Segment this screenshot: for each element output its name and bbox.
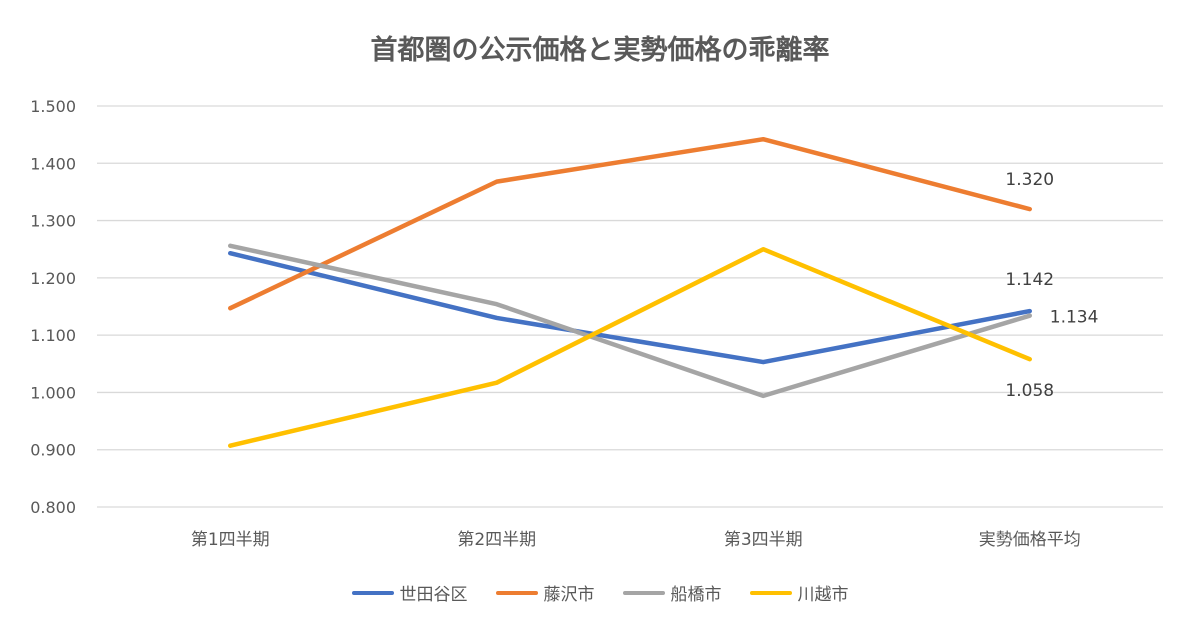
legend-swatch: [622, 590, 665, 595]
legend-label: 川越市: [797, 585, 849, 605]
data-label: 1.142: [1005, 270, 1054, 290]
legend: 世田谷区 藤沢市 船橋市 川越市: [0, 580, 1200, 605]
legend-label: 世田谷区: [399, 585, 468, 605]
legend-item: 世田谷区: [351, 580, 468, 605]
legend-item: 藤沢市: [495, 580, 595, 605]
legend-swatch: [351, 590, 394, 595]
series-line-川越市: [228, 246, 1032, 448]
y-tick-label: 0.800: [30, 498, 76, 517]
data-label: 1.058: [1005, 381, 1054, 401]
series-line-船橋市: [228, 243, 1032, 399]
y-tick-label: 1.000: [30, 383, 76, 402]
legend-swatch: [749, 590, 792, 595]
data-label: 1.320: [1005, 170, 1054, 190]
chart-title: 首都圏の公示価格と実勢価格の乖離率: [370, 35, 830, 66]
y-tick-label: 0.900: [30, 441, 76, 460]
series-line-藤沢市: [228, 136, 1032, 311]
legend-item: 船橋市: [622, 580, 722, 605]
x-tick-label: 第3四半期: [724, 530, 803, 550]
y-tick-label: 1.100: [30, 326, 76, 345]
series-line-世田谷区: [228, 250, 1032, 365]
y-tick-label: 1.200: [30, 269, 76, 288]
x-tick-label: 実勢価格平均: [979, 530, 1081, 550]
y-tick-label: 1.300: [30, 212, 76, 231]
legend-label: 藤沢市: [543, 585, 595, 605]
legend-item: 川越市: [749, 580, 849, 605]
data-label: 1.134: [1050, 308, 1099, 328]
x-tick-label: 第2四半期: [457, 530, 536, 550]
legend-label: 船橋市: [670, 585, 722, 605]
legend-swatch: [495, 590, 538, 595]
x-tick-label: 第1四半期: [191, 530, 270, 550]
y-tick-label: 1.400: [30, 154, 76, 173]
y-tick-label: 1.500: [30, 97, 76, 116]
